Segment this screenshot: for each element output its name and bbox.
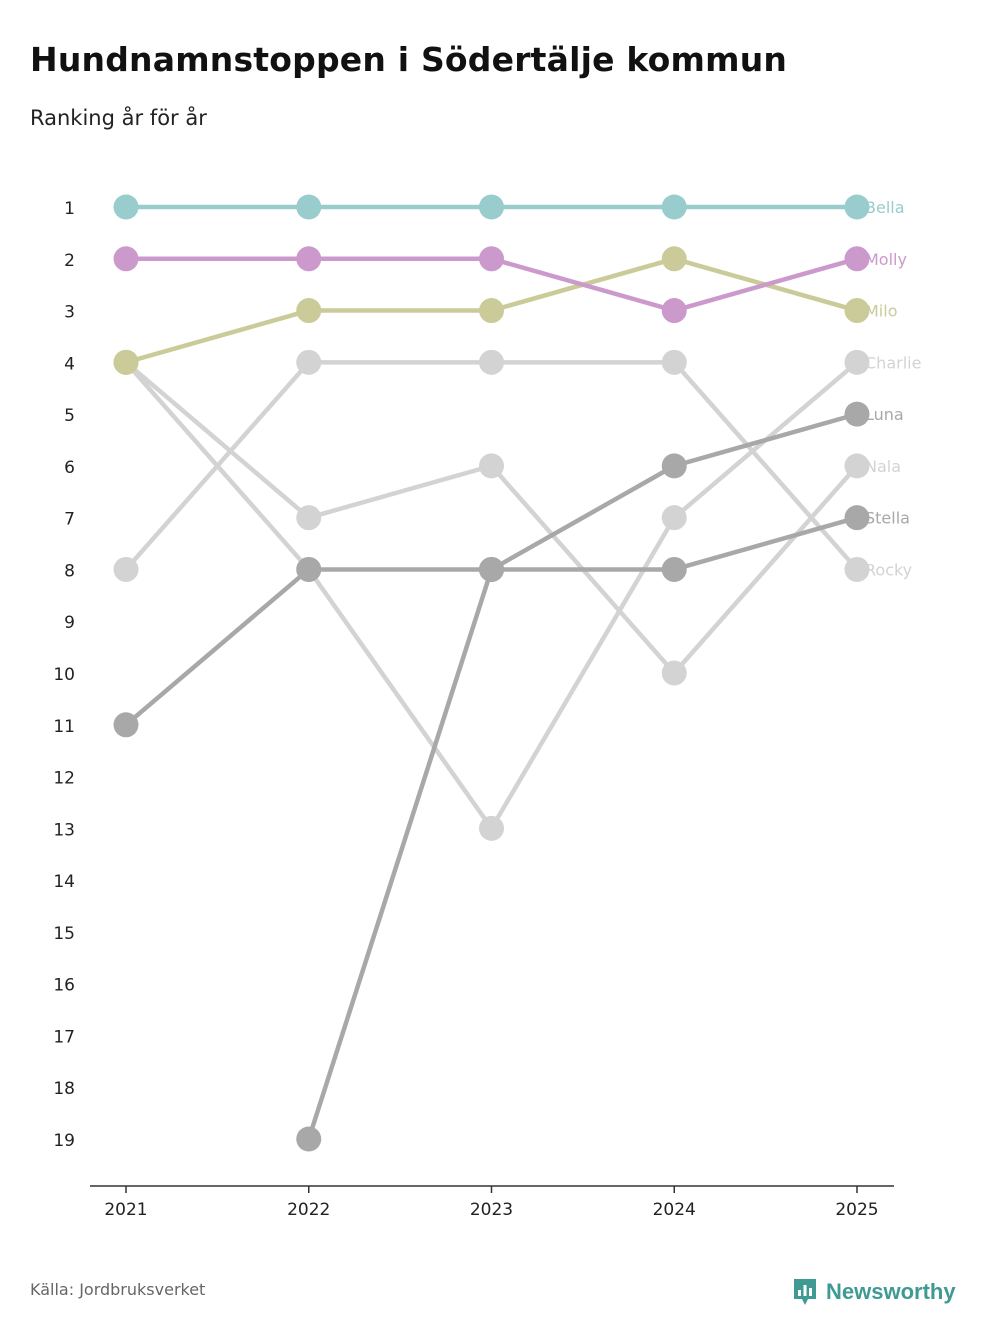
data-point-nala: [844, 453, 870, 479]
data-point-rocky: [113, 556, 139, 582]
series-line-stella: [123, 515, 860, 728]
series-rocky: [113, 349, 870, 582]
data-point-luna: [479, 556, 504, 582]
series-label-stella: Stella: [865, 509, 910, 528]
data-point-milo: [113, 349, 139, 375]
series-label-luna: Luna: [865, 405, 904, 424]
data-point-charlie: [844, 349, 870, 375]
series-layer: [113, 194, 870, 1152]
y-tick-label: 2: [64, 251, 75, 271]
data-point-charlie: [479, 815, 504, 841]
y-tick-label: 1: [64, 199, 75, 219]
series-label-molly: Molly: [865, 250, 907, 269]
chart-title: Hundnamnstoppen i Södertälje kommun: [30, 40, 788, 79]
y-tick-label: 19: [53, 1131, 75, 1151]
x-tick-label: 2024: [653, 1200, 696, 1220]
x-tick-label: 2023: [470, 1200, 513, 1220]
y-tick-label: 14: [53, 872, 75, 892]
data-point-bella: [296, 194, 322, 220]
data-point-milo: [296, 298, 322, 324]
data-point-bella: [661, 194, 687, 220]
data-point-bella: [113, 194, 139, 220]
data-point-nala: [661, 660, 687, 686]
brand: Newsworthy: [792, 1277, 956, 1307]
y-tick-label: 3: [64, 303, 75, 323]
data-point-nala: [479, 453, 504, 479]
y-tick-label: 11: [53, 717, 75, 737]
x-tick-label: 2022: [287, 1200, 330, 1220]
series-line-charlie: [123, 360, 860, 831]
series-nala: [113, 349, 870, 686]
y-tick-label: 17: [53, 1027, 75, 1047]
series-labels: Rocky Nala Charlie Stella Luna Milo Molly Bella: [865, 198, 921, 579]
data-point-milo: [479, 298, 504, 324]
y-tick-label: 16: [53, 976, 75, 996]
chart-subtitle: Ranking år för år: [30, 106, 207, 130]
series-label-milo: Milo: [865, 302, 897, 321]
series-line-luna: [306, 411, 860, 1142]
data-point-stella: [844, 505, 870, 531]
data-point-rocky: [844, 556, 870, 582]
y-tick-label: 6: [64, 458, 75, 478]
data-point-rocky: [661, 349, 687, 375]
data-point-stella: [113, 712, 139, 738]
y-tick-label: 13: [53, 820, 75, 840]
series-molly: [113, 246, 870, 324]
y-tick-label: 8: [64, 561, 75, 581]
data-point-charlie: [661, 505, 687, 531]
data-point-milo: [844, 298, 870, 324]
source-note: Källa: Jordbruksverket: [30, 1280, 206, 1299]
data-point-bella: [479, 194, 504, 220]
data-point-molly: [661, 298, 687, 324]
data-point-bella: [844, 194, 870, 220]
series-luna: [296, 401, 870, 1152]
data-point-stella: [296, 556, 322, 582]
x-tick-label: 2025: [835, 1200, 878, 1220]
data-point-milo: [661, 246, 687, 272]
y-tick-label: 9: [64, 613, 75, 633]
y-tick-label: 18: [53, 1079, 75, 1099]
data-point-luna: [844, 401, 870, 427]
newsworthy-logo-icon: [794, 1279, 816, 1305]
y-tick-label: 12: [53, 769, 75, 789]
x-tick-label: 2021: [104, 1200, 147, 1220]
y-tick-label: 15: [53, 924, 75, 944]
data-point-molly: [296, 246, 322, 272]
data-point-stella: [661, 556, 687, 582]
data-point-luna: [661, 453, 687, 479]
x-axis: 2021 2022 2023 2024 2025: [90, 1185, 894, 1220]
y-tick-label: 5: [64, 406, 75, 426]
y-tick-label: 10: [53, 665, 75, 685]
y-tick-label: 7: [64, 510, 75, 530]
data-point-molly: [113, 246, 139, 272]
series-stella: [113, 505, 870, 738]
series-milo: [113, 246, 870, 375]
series-charlie: [113, 349, 870, 841]
y-tick-label: 4: [64, 354, 75, 374]
data-point-molly: [479, 246, 504, 272]
brand-name: Newsworthy: [826, 1279, 956, 1304]
data-point-rocky: [296, 349, 322, 375]
data-point-nala: [296, 505, 322, 531]
series-bella: [113, 194, 870, 220]
data-point-rocky: [479, 349, 504, 375]
series-label-nala: Nala: [865, 457, 901, 476]
series-line-nala: [123, 360, 860, 676]
data-point-luna: [296, 1126, 322, 1152]
series-label-bella: Bella: [865, 198, 905, 217]
series-label-rocky: Rocky: [865, 560, 912, 579]
data-point-molly: [844, 246, 870, 272]
series-label-charlie: Charlie: [865, 353, 921, 372]
